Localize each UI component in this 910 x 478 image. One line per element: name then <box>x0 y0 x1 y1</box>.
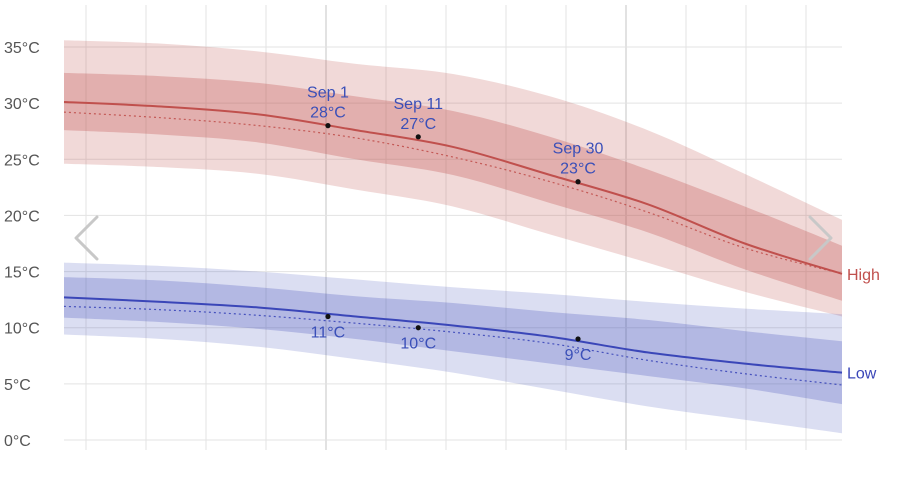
y-tick-label: 35°C <box>4 40 40 57</box>
y-tick-label: 15°C <box>4 265 40 282</box>
low-point-marker[interactable] <box>575 336 581 342</box>
low-point-marker[interactable] <box>325 313 331 320</box>
high-point-marker[interactable] <box>325 123 331 129</box>
y-tick-label: 10°C <box>4 321 40 338</box>
low-mean-line <box>63 296 843 374</box>
point-value-label: 27°C <box>400 116 436 133</box>
high-outer-band <box>64 40 842 317</box>
temperature-bands <box>64 40 842 434</box>
series-labels: High Low <box>847 267 880 383</box>
y-tick-label: 20°C <box>4 208 40 225</box>
low-point-marker[interactable] <box>415 325 421 331</box>
annotation-labels: Sep 1 28°C Sep 11 27°C Sep 30 23°C 11°C 10°C 9°C <box>307 85 603 364</box>
vertical-gridlines <box>85 5 807 450</box>
annotation-markers <box>325 123 581 342</box>
high-point-marker[interactable] <box>415 134 421 140</box>
low-normal-line <box>63 305 843 386</box>
low-series-label: Low <box>847 366 877 383</box>
horizontal-gridlines <box>64 46 842 441</box>
point-date-label: Sep 30 <box>553 141 604 158</box>
high-point-marker[interactable] <box>575 179 581 185</box>
high-inner-band <box>64 72 842 301</box>
high-mean-line <box>63 101 843 275</box>
point-value-label: 9°C <box>565 347 592 364</box>
chevron-right-icon[interactable] <box>808 215 833 261</box>
point-value-label: 11°C <box>311 324 346 341</box>
point-date-label: Sep 11 <box>394 96 444 113</box>
y-tick-label: 0°C <box>4 433 31 450</box>
low-outer-band <box>64 262 842 434</box>
point-value-label: 28°C <box>310 105 346 122</box>
chevron-left-icon[interactable] <box>74 215 99 261</box>
point-value-label: 10°C <box>400 336 436 353</box>
y-tick-label: 30°C <box>4 96 40 113</box>
high-normal-line <box>63 111 843 275</box>
low-inner-band <box>64 277 842 405</box>
point-date-label: Sep 1 <box>307 85 349 102</box>
point-value-label: 23°C <box>560 161 596 178</box>
high-series-label: High <box>847 267 880 284</box>
y-tick-label: 25°C <box>4 152 40 169</box>
y-tick-label: 5°C <box>4 377 31 394</box>
temperature-lines <box>63 101 843 386</box>
y-axis-ticks: 0°C 5°C 10°C 15°C 20°C 25°C 30°C 35°C <box>4 40 40 450</box>
